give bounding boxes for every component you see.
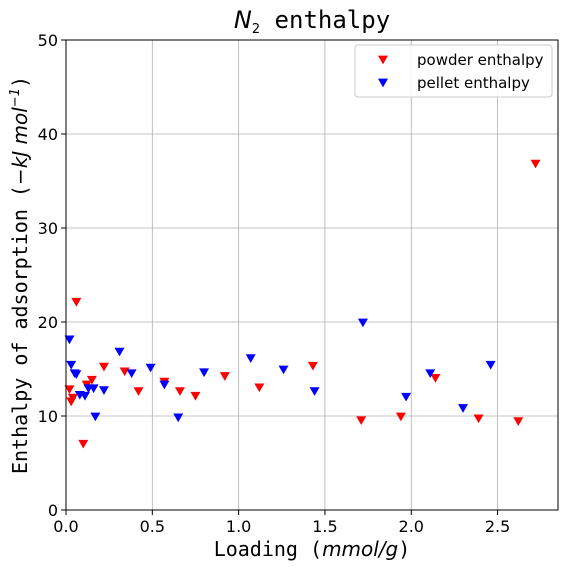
pellet-enthalpy-point <box>90 412 101 422</box>
legend-marker <box>378 55 388 65</box>
y-tick-label: 0 <box>48 501 58 520</box>
powder-enthalpy-point <box>219 372 230 381</box>
legend-box <box>354 44 553 98</box>
pellet-enthalpy-point <box>126 369 137 379</box>
pellet-enthalpy-point <box>114 347 125 357</box>
legend-marker <box>378 78 388 88</box>
y-tick-label: 40 <box>38 125 58 144</box>
powder-enthalpy-point <box>530 159 541 169</box>
powder-enthalpy-point <box>86 375 97 385</box>
axis-ticks: 0.0 0.5 1.0 1.5 2.0 2.5 0 10 20 30 40 50 <box>38 31 511 536</box>
x-axis-label-close: ) <box>398 537 410 561</box>
pellet-enthalpy-point <box>245 354 256 364</box>
pellet-enthalpy-point <box>145 363 156 373</box>
pellet-enthalpy-point <box>357 318 368 328</box>
title-symbol: N <box>234 6 252 34</box>
x-tick-label: 2.5 <box>485 517 510 536</box>
powder-enthalpy-point <box>174 387 185 396</box>
y-tick-label: 50 <box>38 31 58 50</box>
x-tick-label: 2.0 <box>399 517 424 536</box>
x-axis-label-unit: mmol/g <box>322 537 398 561</box>
x-tick-label: 1.5 <box>312 517 337 536</box>
pellet-enthalpy-point <box>79 391 90 401</box>
x-axis-label: Loading (mmol/g) <box>214 537 411 561</box>
legend-label: powder enthalpy <box>417 51 544 69</box>
pellet-enthalpy-point <box>64 335 75 345</box>
y-axis-label-close: ) <box>8 76 32 88</box>
title-subscript: 2 <box>252 22 260 37</box>
powder-enthalpy-point <box>473 414 484 424</box>
pellet-enthalpy-point <box>98 386 109 395</box>
pellet-enthalpy-point <box>159 380 170 390</box>
y-axis-label-unit: −kJ mol <box>8 107 32 185</box>
powder-enthalpy-point <box>71 297 82 307</box>
pellet-enthalpy-point <box>199 368 210 378</box>
plot-frame <box>65 39 559 511</box>
y-tick-label: 10 <box>38 407 58 426</box>
y-axis-label-sup: −1 <box>8 88 23 107</box>
pellet-enthalpy-point <box>71 370 82 379</box>
legend-label: pellet enthalpy <box>417 74 530 92</box>
x-tick-label: 0.0 <box>53 517 78 536</box>
pellet-enthalpy-point <box>278 365 289 375</box>
pellet-enthalpy-point <box>458 404 469 413</box>
pellet-enthalpy-point <box>425 369 436 379</box>
powder-enthalpy-point <box>78 439 89 449</box>
legend: powder enthalpy pellet enthalpy <box>354 44 553 98</box>
y-axis-label-text: Enthalpy of adsorption ( <box>8 185 32 474</box>
powder-enthalpy-point <box>356 416 367 426</box>
powder-enthalpy-point <box>190 391 201 401</box>
powder-enthalpy-point <box>67 393 78 403</box>
powder-enthalpy-point <box>98 362 109 372</box>
powder-enthalpy-point <box>133 387 144 396</box>
title-rest: enthalpy <box>260 6 390 34</box>
powder-enthalpy-point <box>395 412 406 422</box>
pellet-enthalpy-point <box>309 387 320 396</box>
grid-lines <box>65 39 558 511</box>
x-tick-label: 1.0 <box>226 517 251 536</box>
x-tick-label: 0.5 <box>140 517 165 536</box>
x-axis-label-text: Loading ( <box>214 537 322 561</box>
powder-enthalpy-point <box>513 417 524 426</box>
pellet-enthalpy-point <box>88 384 99 394</box>
powder-enthalpy-point <box>430 374 441 383</box>
powder-enthalpy-point <box>307 361 318 371</box>
y-tick-label: 30 <box>38 219 58 238</box>
chart-title: N2 enthalpy <box>234 6 390 37</box>
powder-enthalpy-point <box>254 383 265 393</box>
data-points <box>64 159 541 449</box>
pellet-enthalpy-point <box>485 360 496 370</box>
pellet-enthalpy-point <box>173 413 184 423</box>
pellet-enthalpy-point <box>401 392 412 402</box>
pellet-enthalpy-point <box>66 360 77 370</box>
y-axis-label: Enthalpy of adsorption (−kJ mol−1) <box>8 76 32 474</box>
powder-enthalpy-point <box>64 385 75 395</box>
y-tick-label: 20 <box>38 313 58 332</box>
